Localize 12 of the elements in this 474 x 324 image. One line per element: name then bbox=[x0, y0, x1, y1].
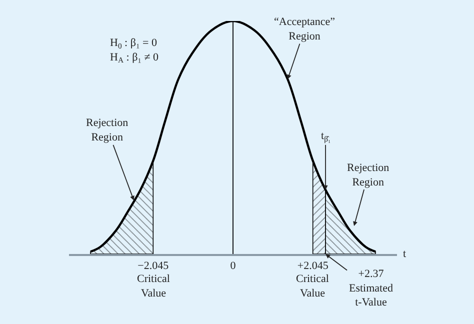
annotation: “Acceptance” Region bbox=[274, 16, 336, 42]
annotation: Critical Value bbox=[296, 273, 329, 300]
x-tick-label: 0 bbox=[230, 260, 236, 272]
annotation: Rejection Region bbox=[86, 117, 129, 144]
annotation: +2.37 Estimated t-Value bbox=[349, 268, 394, 309]
x-tick-label: +2.045 bbox=[297, 260, 329, 272]
annotation: Rejection Region bbox=[347, 162, 390, 188]
x-tick-label: −2.045 bbox=[138, 260, 170, 272]
annotation: H$_{0}$ : β₁ = 0 H$_{A}$ : β₁ ≠ 0 bbox=[110, 37, 160, 65]
annotation: Critical Value bbox=[137, 273, 170, 300]
annotation: t$_{β̂₁}$ bbox=[321, 130, 331, 144]
x-axis-title: t bbox=[403, 248, 406, 260]
